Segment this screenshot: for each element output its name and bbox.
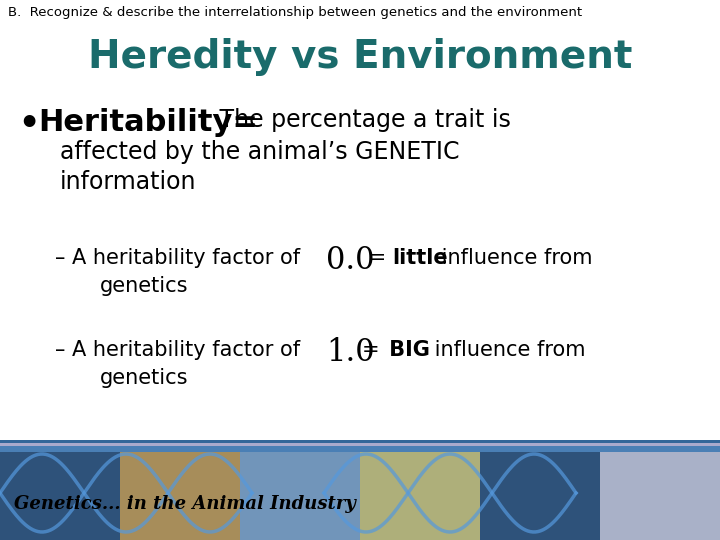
Text: influence from: influence from — [428, 340, 585, 360]
Text: =: = — [362, 340, 379, 360]
Text: The percentage a trait is: The percentage a trait is — [212, 108, 511, 132]
Text: little: little — [392, 248, 448, 268]
Text: =: = — [362, 248, 393, 268]
Bar — [480, 452, 600, 540]
Bar — [0, 446, 720, 540]
Bar — [240, 452, 360, 540]
Text: information: information — [60, 170, 197, 194]
Text: affected by the animal’s GENETIC: affected by the animal’s GENETIC — [60, 140, 459, 164]
Text: 0.0: 0.0 — [326, 245, 374, 276]
Text: Heredity vs Environment: Heredity vs Environment — [88, 38, 632, 76]
Text: influence from: influence from — [435, 248, 593, 268]
Bar — [600, 452, 720, 540]
Text: Heritability=: Heritability= — [38, 108, 258, 137]
Text: B.  Recognize & describe the interrelationship between genetics and the environm: B. Recognize & describe the interrelatio… — [8, 6, 582, 19]
Text: genetics: genetics — [100, 276, 189, 296]
Bar — [360, 452, 480, 540]
Text: Genetics... in the Animal Industry: Genetics... in the Animal Industry — [14, 495, 356, 514]
Bar — [0, 452, 120, 540]
Text: – A heritability factor of: – A heritability factor of — [55, 340, 300, 360]
Bar — [0, 443, 720, 446]
Text: BIG: BIG — [382, 340, 430, 360]
Text: – A heritability factor of: – A heritability factor of — [55, 248, 300, 268]
Text: genetics: genetics — [100, 368, 189, 388]
Bar — [0, 440, 720, 443]
Text: 1.0: 1.0 — [326, 337, 374, 368]
Text: •: • — [18, 108, 40, 141]
Bar — [120, 452, 240, 540]
